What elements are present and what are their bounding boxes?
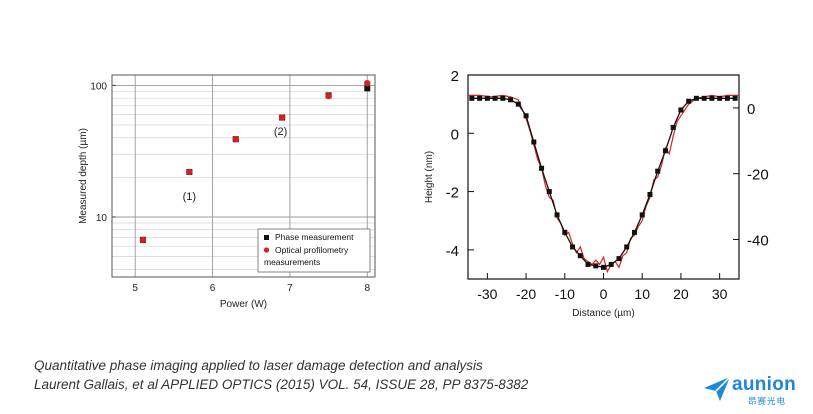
phase-point — [577, 253, 583, 259]
legend-label-profilometry-line2: measurements — [264, 257, 320, 267]
phase-point — [546, 189, 552, 195]
phase-point — [364, 85, 371, 92]
y-tick-label: 0 — [451, 126, 459, 143]
plot-frame — [467, 74, 740, 280]
phase-point — [492, 95, 498, 101]
paper-plane-icon — [704, 376, 731, 401]
phase-point — [624, 244, 630, 250]
legend-box — [257, 228, 371, 273]
profilometry-point — [278, 114, 286, 121]
phase-point — [539, 165, 545, 171]
x-axis-label: Power (W) — [220, 299, 267, 310]
phase-point — [670, 124, 676, 130]
x-tick-label: 8 — [364, 283, 370, 294]
x-tick-label: -30 — [477, 286, 497, 302]
y-tick-label: 100 — [90, 81, 107, 92]
profilometry-point — [139, 236, 147, 244]
y-tick-label: -2 — [446, 185, 459, 202]
legend-marker-profilometry — [263, 247, 270, 253]
phase-point — [709, 95, 715, 101]
phase-point — [469, 95, 475, 101]
phase-point — [616, 256, 622, 262]
x-tick-label: 6 — [210, 283, 216, 294]
phase-line — [471, 97, 736, 268]
y-tick-label: -4 — [446, 243, 459, 260]
caption-title: Quantitative phase imaging applied to la… — [34, 358, 483, 373]
x-tick-label: 10 — [634, 286, 650, 302]
legend-marker-phase — [264, 235, 269, 240]
x-axis-label: Distance (µm) — [572, 308, 634, 319]
phase-point — [639, 212, 645, 218]
phase-point — [477, 95, 483, 101]
phase-point — [484, 95, 490, 101]
y2-tick-label: -20 — [747, 167, 769, 184]
x-tick-label: -20 — [516, 286, 536, 302]
plot-frame — [111, 74, 376, 278]
phase-point — [724, 95, 730, 101]
phase-point — [732, 95, 738, 101]
phase-point — [662, 148, 668, 154]
phase-point — [515, 101, 521, 107]
phase-point — [601, 264, 606, 270]
x-tick-label: 7 — [287, 283, 293, 294]
brand-name: aunion — [732, 374, 797, 395]
phase-point — [693, 95, 699, 101]
profilometry-point — [364, 79, 371, 87]
phase-point — [508, 97, 514, 103]
phase-point — [500, 95, 506, 101]
phase-point — [608, 261, 614, 267]
profilometry-point — [232, 136, 239, 143]
y2-tick-label: -40 — [747, 233, 769, 250]
caption-citation: Laurent Gallais, et al APPLIED OPTICS (2… — [34, 377, 529, 392]
point-annotation: (1) — [183, 191, 196, 203]
phase-point — [701, 95, 707, 101]
x-tick-label: 20 — [673, 286, 689, 302]
phase-point — [686, 98, 692, 104]
phase-point — [570, 244, 576, 250]
phase-point — [554, 212, 560, 218]
phase-point — [631, 229, 637, 235]
phase-point — [647, 191, 653, 197]
profilometry-line — [468, 94, 739, 274]
y-tick-label: 10 — [96, 213, 108, 224]
y2-tick-label: 0 — [747, 101, 755, 118]
phase-point — [523, 113, 529, 119]
x-tick-label: 5 — [132, 283, 138, 294]
phase-point — [531, 139, 537, 145]
phase-point — [678, 107, 684, 113]
legend-label-phase: Phase measurement — [275, 232, 354, 242]
phase-point — [655, 168, 661, 174]
phase-point — [593, 263, 599, 269]
x-tick-label: -10 — [555, 286, 575, 302]
y-axis-label: Height (nm) — [424, 151, 435, 203]
phase-point — [717, 95, 723, 101]
x-tick-label: 0 — [600, 286, 608, 302]
phase-point — [585, 261, 591, 267]
point-annotation: (2) — [274, 126, 287, 138]
profilometry-point — [325, 92, 332, 100]
y-tick-label: 2 — [451, 68, 459, 85]
phase-point — [562, 229, 568, 235]
legend-label-profilometry-line1: Optical profilometry — [275, 245, 349, 255]
brand-subtitle: 昂赛光电 — [748, 397, 787, 407]
left-chart: 10 100 5 6 7 8 Power (W) Measured depth (µm) (1)… — [78, 74, 376, 310]
profilometry-point — [186, 168, 193, 176]
brand-logo: aunion 昂赛光电 — [702, 374, 802, 407]
x-tick-label: 30 — [712, 286, 728, 302]
y-axis-label: Measured depth (µm) — [78, 128, 89, 224]
